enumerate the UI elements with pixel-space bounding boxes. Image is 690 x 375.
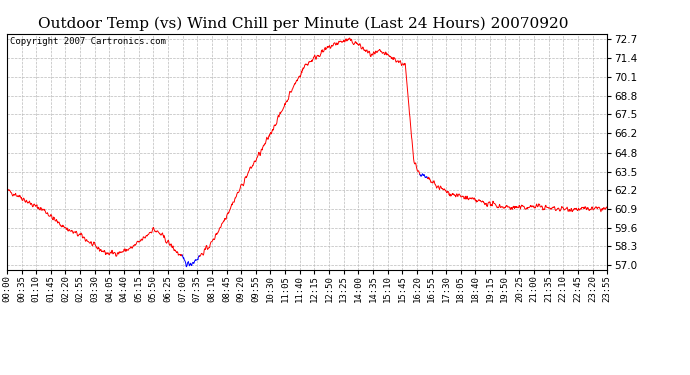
Text: Copyright 2007 Cartronics.com: Copyright 2007 Cartronics.com bbox=[10, 37, 166, 46]
Text: Outdoor Temp (vs) Wind Chill per Minute (Last 24 Hours) 20070920: Outdoor Temp (vs) Wind Chill per Minute … bbox=[39, 17, 569, 31]
